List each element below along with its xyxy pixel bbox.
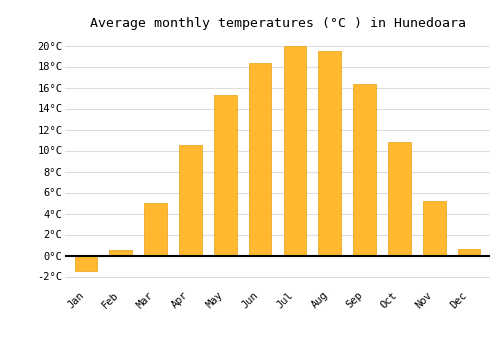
Bar (458, 249, 480, 256)
Title: Average monthly temperatures (°C ) in Hunedoara: Average monthly temperatures (°C ) in Hu… (90, 17, 466, 30)
Bar (354, 84, 376, 256)
Bar (423, 201, 446, 256)
Bar (249, 63, 272, 255)
Bar (284, 46, 306, 256)
Bar (318, 51, 341, 256)
Bar (74, 256, 97, 271)
Bar (144, 203, 167, 256)
Bar (214, 95, 236, 256)
Bar (388, 142, 410, 256)
Bar (179, 145, 202, 256)
Bar (110, 250, 132, 256)
